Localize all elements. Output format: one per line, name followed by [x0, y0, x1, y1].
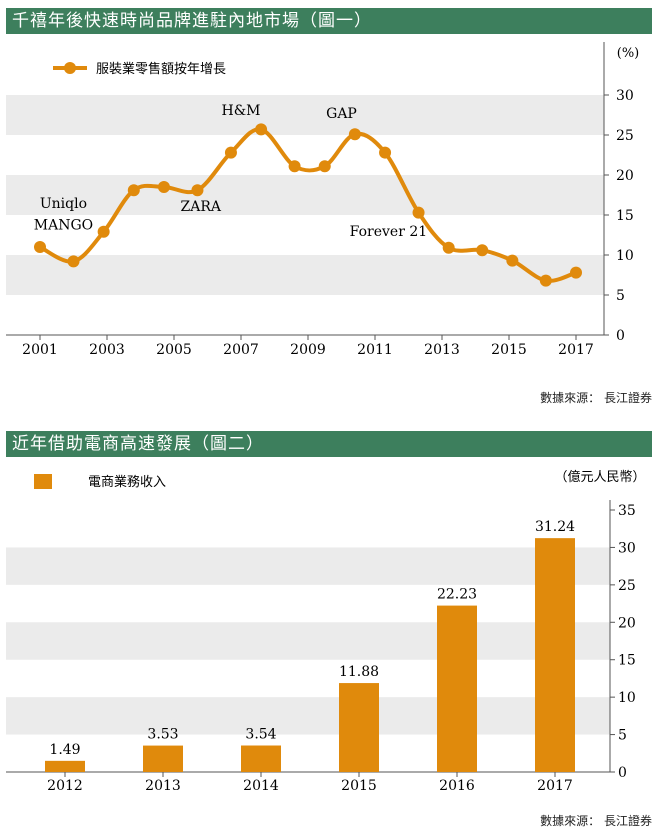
- bar-value-label: 22.23: [437, 587, 477, 603]
- grid-band: [6, 175, 604, 215]
- data-point: [570, 266, 582, 279]
- data-point: [224, 146, 237, 159]
- axes: 0 5 10 15 20 25 30 35 2012 2013 2014 2015 2016 2017: [6, 500, 636, 794]
- bar-value-label: 31.24: [535, 519, 575, 535]
- chart1-source: 數據來源： 長江證券: [540, 391, 652, 405]
- line-chart: 0 5 10 15 20 25 30 2001 2003 2005 2007 2009 2011 2013…: [6, 42, 640, 358]
- y-tick-label: 20: [616, 168, 634, 184]
- bar: [535, 538, 575, 772]
- y-tick-label: 5: [616, 288, 625, 304]
- x-tick-label: 2011: [357, 342, 393, 358]
- x-tick-label: 2001: [22, 342, 58, 358]
- data-point: [476, 244, 489, 257]
- annotation-label: GAP: [326, 106, 357, 122]
- data-point: [288, 160, 301, 173]
- data-point: [442, 241, 455, 254]
- x-tick-label: 2017: [558, 342, 594, 358]
- y-tick-label: 30: [616, 88, 634, 104]
- data-point: [191, 184, 204, 197]
- data-point: [34, 241, 46, 253]
- y-unit: （億元人民幣）: [554, 469, 645, 485]
- y-tick-label: 5: [618, 728, 627, 744]
- bars: 1.49 3.53 3.54 11.88 22.23 31.24: [45, 519, 575, 772]
- x-tick-label: 2005: [156, 342, 192, 358]
- annotation-label: MANGO: [34, 217, 93, 233]
- series-line: [34, 123, 582, 287]
- annotation-label: Uniqlo: [40, 196, 87, 212]
- bar-value-label: 3.54: [245, 727, 276, 743]
- x-tick-label: 2014: [243, 778, 279, 794]
- x-tick-label: 2003: [89, 342, 125, 358]
- data-point: [379, 146, 392, 159]
- y-tick-label: 25: [616, 128, 634, 144]
- legend: 服裝業零售額按年增長: [53, 61, 226, 77]
- bar-value-label: 3.53: [147, 727, 178, 743]
- y-tick-label: 25: [618, 578, 636, 594]
- chart2-source: 數據來源： 長江證券: [540, 814, 652, 828]
- y-tick-label: 20: [618, 615, 636, 631]
- data-point: [255, 123, 268, 136]
- bar: [143, 745, 183, 772]
- grid-band: [6, 697, 610, 735]
- data-point: [318, 160, 331, 173]
- data-point: [97, 225, 110, 238]
- data-point: [127, 184, 140, 197]
- x-tick-label: 2009: [290, 342, 326, 358]
- chart2-title: 近年借助電商高速發展（圖二）: [6, 431, 652, 457]
- bar-value-label: 11.88: [339, 664, 379, 680]
- x-tick-label: 2015: [341, 778, 377, 794]
- legend-swatch: [34, 474, 52, 489]
- legend: 電商業務收入: [34, 474, 166, 490]
- x-tick-label: 2013: [424, 342, 460, 358]
- grid-bands: [6, 547, 610, 735]
- bar-chart: 0 5 10 15 20 25 30 35 2012 2013 2014 2015 2016 2017 電…: [6, 469, 646, 794]
- y-tick-label: 15: [616, 208, 634, 224]
- legend-label: 服裝業零售額按年增長: [96, 61, 226, 77]
- annotation-label: ZARA: [181, 199, 222, 215]
- grid-band: [6, 622, 610, 660]
- data-point: [67, 255, 80, 268]
- data-point: [506, 254, 519, 267]
- annotation-label: Forever 21: [350, 224, 428, 240]
- data-point: [539, 274, 552, 287]
- x-tick-label: 2015: [491, 342, 527, 358]
- x-tick-label: 2007: [223, 342, 259, 358]
- x-tick-label: 2013: [145, 778, 181, 794]
- y-tick-label: 10: [616, 248, 634, 264]
- bar: [437, 605, 477, 772]
- y-unit: (%): [617, 46, 640, 61]
- data-point: [412, 206, 425, 219]
- x-tick-label: 2016: [439, 778, 475, 794]
- bar: [339, 683, 379, 772]
- grid-bands: [6, 95, 604, 295]
- data-point: [348, 128, 361, 141]
- annotations: Uniqlo MANGO H&M ZARA GAP Forever 21: [34, 103, 427, 240]
- x-tick-label: 2012: [47, 778, 83, 794]
- grid-band: [6, 95, 604, 135]
- bar: [45, 760, 85, 772]
- y-tick-label: 35: [618, 503, 636, 519]
- y-tick-label: 30: [618, 540, 636, 556]
- grid-band: [6, 255, 604, 295]
- axes: 0 5 10 15 20 25 30 2001 2003 2005 2007 2009 2011 2013…: [6, 42, 634, 358]
- legend-label: 電商業務收入: [88, 474, 166, 490]
- annotation-label: H&M: [221, 103, 260, 119]
- bar: [241, 745, 281, 772]
- y-tick-label: 10: [618, 690, 636, 706]
- x-tick-label: 2017: [537, 778, 573, 794]
- y-tick-label: 0: [618, 765, 627, 781]
- data-point: [157, 181, 170, 193]
- bar-value-label: 1.49: [49, 742, 80, 758]
- grid-band: [6, 547, 610, 585]
- y-tick-label: 0: [616, 328, 625, 344]
- legend-marker: [64, 62, 76, 74]
- chart1-title: 千禧年後快速時尚品牌進駐內地市場（圖一）: [6, 8, 652, 34]
- y-tick-label: 15: [618, 653, 636, 669]
